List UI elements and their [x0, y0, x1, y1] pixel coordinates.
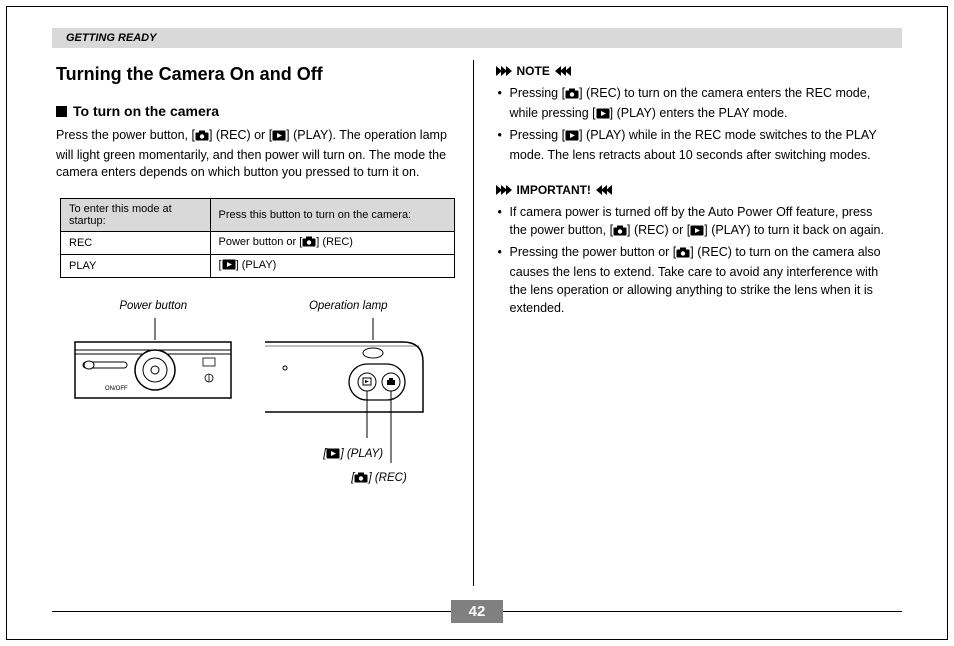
list-item: If camera power is turned off by the Aut… [510, 203, 891, 241]
page-number: 42 [451, 600, 503, 623]
power-button-label: Power button [73, 300, 233, 312]
arrows-right-icon [496, 185, 511, 195]
play-icon [690, 223, 704, 241]
operation-lamp-diagram: Operation lamp [263, 300, 433, 486]
table-cell-button: [] (PLAY) [210, 254, 454, 277]
table-header-row: To enter this mode at startup: Press thi… [61, 198, 455, 231]
note-list: Pressing [] (REC) to turn on the camera … [496, 84, 891, 165]
camera-icon [565, 86, 579, 104]
play-icon [326, 448, 340, 462]
content-area: Turning the Camera On and Off To turn on… [52, 58, 902, 586]
list-item: Pressing [] (REC) to turn on the camera … [510, 84, 891, 124]
arrows-left-icon [597, 185, 612, 195]
subheading: To turn on the camera [56, 103, 451, 119]
table-cell-button: Power button or [] (REC) [210, 231, 454, 254]
table-header-mode: To enter this mode at startup: [61, 198, 211, 231]
diagram-row: Power button [56, 300, 451, 486]
important-list: If camera power is turned off by the Aut… [496, 203, 891, 318]
note-heading: NOTE [496, 64, 891, 78]
table-header-button: Press this button to turn on the camera: [210, 198, 454, 231]
note-title: NOTE [517, 64, 550, 78]
intro-text-1: Press the power button, [ [56, 128, 195, 142]
table-cell-mode: REC [61, 231, 211, 254]
section-header: GETTING READY [52, 28, 902, 48]
play-icon [272, 129, 286, 147]
intro-paragraph: Press the power button, [] (REC) or [] (… [56, 127, 451, 182]
list-item: Pressing the power button or [] (REC) to… [510, 243, 891, 318]
play-icon [596, 106, 610, 124]
list-item: Pressing [] (PLAY) while in the REC mode… [510, 126, 891, 164]
camera-icon [676, 245, 690, 263]
power-button-diagram: Power button [73, 300, 233, 486]
power-button-svg: ON/OFF [73, 318, 233, 428]
camera-icon [195, 129, 209, 147]
arrows-left-icon [556, 66, 571, 76]
table-row: REC Power button or [] (REC) [61, 231, 455, 254]
mode-table: To enter this mode at startup: Press thi… [60, 198, 455, 278]
arrows-right-icon [496, 66, 511, 76]
table-row: PLAY [] (PLAY) [61, 254, 455, 277]
page-title: Turning the Camera On and Off [56, 64, 451, 85]
important-heading: IMPORTANT! [496, 183, 891, 197]
camera-icon [613, 223, 627, 241]
play-icon [222, 259, 236, 273]
right-column: NOTE Pressing [] (REC) to turn on the ca… [474, 58, 903, 586]
table-cell-mode: PLAY [61, 254, 211, 277]
important-title: IMPORTANT! [517, 183, 591, 197]
subheading-text: To turn on the camera [73, 103, 219, 119]
operation-lamp-svg [263, 318, 433, 493]
play-icon [565, 128, 579, 146]
onoff-text: ON/OFF [105, 386, 128, 392]
camera-icon [354, 472, 368, 486]
operation-lamp-label: Operation lamp [263, 300, 433, 312]
page-footer: 42 [52, 600, 902, 624]
square-bullet-icon [56, 106, 67, 117]
intro-text-2: ] (REC) or [ [209, 128, 272, 142]
camera-icon [302, 236, 316, 250]
section-title: GETTING READY [66, 32, 156, 44]
left-column: Turning the Camera On and Off To turn on… [52, 58, 473, 586]
